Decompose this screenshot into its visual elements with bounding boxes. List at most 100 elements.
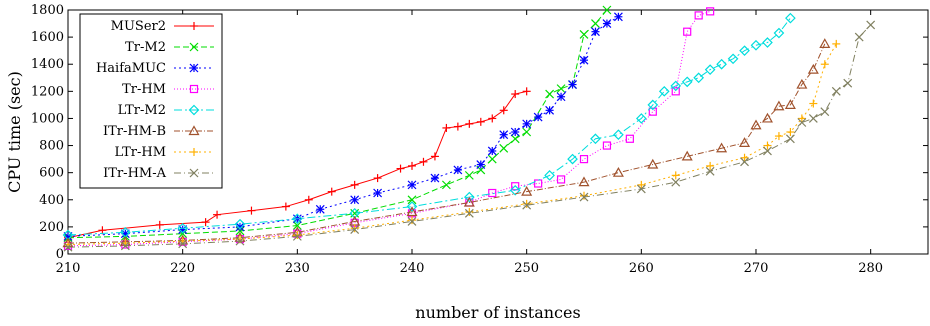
data-point — [476, 160, 486, 169]
legend-marker — [188, 125, 200, 136]
data-point — [796, 78, 808, 89]
data-point — [510, 127, 520, 137]
y-tick-label: 600 — [39, 166, 64, 181]
legend-marker — [189, 63, 199, 73]
data-point — [499, 143, 509, 153]
data-point — [247, 206, 256, 215]
data-point — [866, 20, 876, 30]
y-tick-label: 800 — [39, 139, 64, 154]
data-point — [327, 187, 336, 196]
series-tr-m2 — [63, 5, 612, 243]
data-point — [727, 53, 739, 65]
legend-label: ITr-HM-B — [103, 124, 166, 139]
data-point — [464, 170, 474, 180]
data-point — [463, 196, 475, 207]
legend-marker — [189, 168, 199, 178]
legend-marker — [189, 84, 199, 94]
data-point — [407, 180, 417, 190]
data-point — [291, 213, 303, 225]
data-point — [522, 127, 532, 137]
x-tick-label: 250 — [514, 261, 539, 276]
data-point — [304, 195, 313, 204]
data-point — [681, 150, 693, 161]
data-point — [784, 99, 796, 109]
data-point — [579, 55, 589, 65]
data-point — [407, 217, 417, 226]
data-point — [155, 220, 164, 229]
data-point — [419, 157, 428, 166]
data-point — [705, 166, 715, 176]
data-point — [178, 229, 188, 239]
data-point — [350, 195, 360, 205]
data-point — [761, 112, 773, 123]
data-point — [602, 141, 612, 150]
y-tick-label: 400 — [39, 193, 64, 208]
x-tick-label: 230 — [285, 261, 310, 276]
data-point — [590, 133, 601, 145]
data-point — [567, 153, 578, 165]
legend-marker — [189, 42, 199, 52]
data-point — [522, 199, 531, 208]
data-point — [511, 182, 520, 191]
data-point — [750, 39, 762, 51]
data-point — [637, 180, 646, 189]
data-point — [797, 118, 807, 127]
x-tick-label: 210 — [56, 261, 81, 276]
data-point — [235, 236, 245, 246]
data-point — [763, 146, 772, 156]
data-point — [578, 176, 590, 187]
data-point — [613, 129, 624, 141]
data-point — [488, 114, 497, 123]
data-point — [739, 45, 750, 57]
data-point — [292, 231, 302, 241]
legend: MUSer2 Tr-M2 HaifaMUC Tr-HM LTr-M2 ITr-HM-B LT… — [79, 13, 223, 189]
axes: 210 220 230 240 250 260 270 280 0 200 400 600 800 100… — [31, 3, 929, 276]
data-point — [591, 19, 600, 28]
data-point — [671, 87, 680, 96]
data-point — [213, 210, 222, 219]
data-point — [522, 87, 531, 96]
legend-label: MUSer2 — [111, 19, 166, 34]
data-point — [544, 170, 555, 181]
data-point — [408, 216, 416, 225]
data-point — [625, 134, 634, 143]
plot-frame — [67, 9, 929, 255]
x-axis-title: number of instances — [415, 303, 580, 322]
data-point — [350, 224, 359, 233]
data-point — [488, 188, 497, 198]
data-point — [407, 195, 417, 205]
data-point — [716, 58, 727, 70]
data-point — [706, 7, 715, 16]
data-point — [740, 153, 749, 162]
data-point — [177, 222, 189, 234]
legend-label: Tr-M2 — [125, 40, 166, 55]
series-line — [67, 24, 872, 248]
data-point — [819, 38, 831, 48]
data-point — [396, 164, 405, 173]
data-point — [430, 173, 440, 183]
data-point — [820, 60, 829, 69]
data-point — [773, 100, 785, 111]
data-point — [671, 171, 680, 180]
data-point — [647, 158, 659, 169]
y-tick-label: 1200 — [31, 84, 64, 99]
y-tick-label: 1000 — [31, 111, 64, 126]
data-point — [797, 114, 806, 123]
data-point — [579, 29, 589, 39]
data-point — [534, 179, 543, 188]
data-point — [704, 64, 716, 75]
data-point — [762, 37, 773, 48]
data-point — [706, 161, 715, 170]
data-point — [681, 76, 693, 88]
data-point — [556, 84, 566, 94]
legend-marker — [190, 148, 198, 156]
data-point — [579, 192, 589, 202]
data-point — [522, 119, 532, 129]
data-point — [120, 241, 130, 251]
series-line — [67, 17, 791, 236]
data-point — [201, 218, 210, 227]
x-tick-label: 280 — [858, 261, 883, 276]
data-point — [373, 174, 382, 183]
data-point — [315, 204, 325, 214]
y-tick-label: 1800 — [31, 3, 64, 18]
